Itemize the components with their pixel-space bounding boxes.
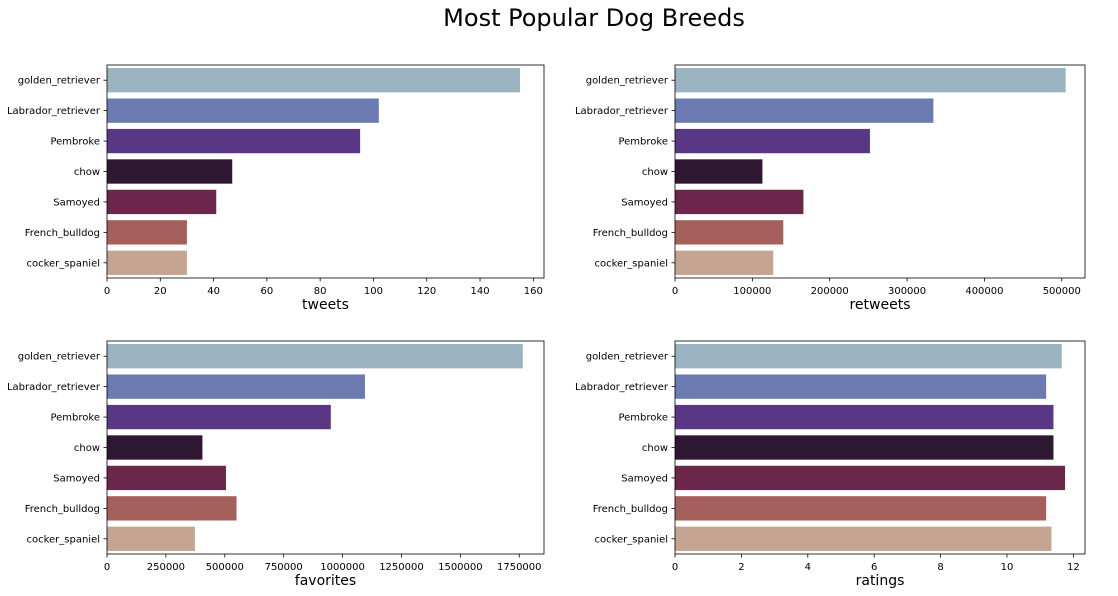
chart-1-bar-cocker-spaniel bbox=[107, 250, 187, 275]
chart-3-ytick-label-samoyed: Samoyed bbox=[53, 473, 100, 484]
chart-2-xlabel: retweets bbox=[849, 297, 910, 313]
tweets-chart: golden_retriever Labrador_retriever Pembro… bbox=[7, 64, 545, 313]
chart-1-bar-pembroke bbox=[107, 128, 361, 154]
chart-3-xtick-label: 1250000 bbox=[379, 562, 424, 573]
chart-2-xtick-label: 200000 bbox=[811, 286, 849, 297]
chart-4-xtick-label: 10 bbox=[1001, 562, 1014, 573]
chart-3-ytick-label-chow: chow bbox=[74, 443, 100, 454]
chart-1-bar-golden-retriever bbox=[107, 68, 521, 93]
chart-3-bar-french-bulldog bbox=[107, 496, 237, 521]
chart-4-ytick-label-samoyed: Samoyed bbox=[621, 473, 668, 484]
chart-1-xtick-label: 0 bbox=[104, 286, 110, 297]
chart-1-bar-chow bbox=[107, 159, 233, 184]
chart-2-xtick-label: 100000 bbox=[733, 286, 771, 297]
chart-3-xtick-label: 1750000 bbox=[497, 562, 542, 573]
chart-1-ytick-label-french-bulldog: French_bulldog bbox=[25, 228, 100, 239]
chart-1-bar-french-bulldog bbox=[107, 220, 187, 245]
chart-3-ytick-label-golden-retriever: golden_retriever bbox=[18, 352, 101, 363]
chart-2-bar-chow bbox=[675, 159, 763, 184]
chart-1-xtick-label: 100 bbox=[364, 286, 383, 297]
chart-2-bar-samoyed bbox=[675, 189, 804, 215]
chart-2-bar-labrador-retriever bbox=[675, 98, 934, 123]
chart-4-xtick-label: 12 bbox=[1067, 562, 1080, 573]
chart-3-bar-samoyed bbox=[107, 465, 226, 491]
chart-2-ytick-label-chow: chow bbox=[642, 167, 668, 178]
chart-4-xtick-label: 8 bbox=[937, 562, 943, 573]
chart-3-xtick-label: 0 bbox=[104, 562, 110, 573]
chart-4-xtick-label: 4 bbox=[805, 562, 811, 573]
chart-4-bar-labrador-retriever bbox=[675, 374, 1047, 399]
chart-2-bar-golden-retriever bbox=[675, 68, 1066, 93]
chart-3-bar-pembroke bbox=[107, 404, 331, 430]
chart-1-xtick-label: 60 bbox=[261, 286, 274, 297]
chart-1-xtick-label: 80 bbox=[314, 286, 327, 297]
chart-3-xlabel: favorites bbox=[295, 573, 356, 589]
chart-2-xtick-label: 400000 bbox=[965, 286, 1003, 297]
favorites-chart: golden_retriever Labrador_retriever Pembro… bbox=[7, 340, 545, 589]
chart-4-ytick-label-pembroke: Pembroke bbox=[618, 413, 668, 424]
chart-2-xtick-label: 500000 bbox=[1043, 286, 1081, 297]
chart-3-xtick-label: 250000 bbox=[147, 562, 185, 573]
chart-4-ytick-label-french-bulldog: French_bulldog bbox=[593, 504, 668, 515]
chart-4-xtick-label: 2 bbox=[738, 562, 744, 573]
chart-3-xtick-label: 500000 bbox=[206, 562, 244, 573]
chart-3-ytick-label-pembroke: Pembroke bbox=[50, 413, 100, 424]
chart-1-xtick-label: 160 bbox=[524, 286, 543, 297]
chart-2-ytick-label-labrador-retriever: Labrador_retriever bbox=[575, 106, 669, 117]
chart-4-xlabel: ratings bbox=[856, 573, 905, 589]
chart-1-xtick-label: 20 bbox=[154, 286, 167, 297]
ratings-chart: golden_retriever Labrador_retriever Pembro… bbox=[575, 340, 1086, 589]
chart-4-xtick-label: 6 bbox=[871, 562, 877, 573]
chart-2-xtick-label: 300000 bbox=[888, 286, 926, 297]
retweets-chart: golden_retriever Labrador_retriever Pembro… bbox=[575, 64, 1086, 313]
chart-1-xtick-label: 40 bbox=[207, 286, 220, 297]
chart-2-ytick-label-pembroke: Pembroke bbox=[618, 137, 668, 148]
chart-4-ytick-label-labrador-retriever: Labrador_retriever bbox=[575, 382, 669, 393]
chart-3-ytick-label-labrador-retriever: Labrador_retriever bbox=[7, 382, 101, 393]
chart-4-ytick-label-cocker-spaniel: cocker_spaniel bbox=[594, 534, 668, 545]
chart-1-xtick-label: 120 bbox=[417, 286, 436, 297]
chart-3-ytick-label-cocker-spaniel: cocker_spaniel bbox=[26, 534, 100, 545]
chart-3-bar-labrador-retriever bbox=[107, 374, 365, 399]
chart-2-bar-cocker-spaniel bbox=[675, 250, 774, 275]
chart-1-bar-samoyed bbox=[107, 189, 217, 215]
chart-1-ytick-label-golden-retriever: golden_retriever bbox=[18, 76, 101, 87]
chart-2-xtick-label: 0 bbox=[672, 286, 678, 297]
chart-2-bar-french-bulldog bbox=[675, 220, 784, 245]
chart-3-xtick-label: 750000 bbox=[265, 562, 303, 573]
chart-1-bar-labrador-retriever bbox=[107, 98, 379, 123]
chart-1-ytick-label-cocker-spaniel: cocker_spaniel bbox=[26, 258, 100, 269]
chart-2-bar-pembroke bbox=[675, 128, 870, 154]
chart-4-bar-pembroke bbox=[675, 404, 1054, 430]
chart-2-ytick-label-cocker-spaniel: cocker_spaniel bbox=[594, 258, 668, 269]
chart-1-xlabel: tweets bbox=[302, 297, 349, 313]
chart-4-bar-cocker-spaniel bbox=[675, 526, 1052, 551]
figure-title: Most Popular Dog Breeds bbox=[443, 4, 745, 32]
chart-2-ytick-label-samoyed: Samoyed bbox=[621, 197, 668, 208]
chart-4-bar-samoyed bbox=[675, 465, 1066, 491]
chart-2-ytick-label-french-bulldog: French_bulldog bbox=[593, 228, 668, 239]
chart-1-ytick-label-labrador-retriever: Labrador_retriever bbox=[7, 106, 101, 117]
chart-4-xtick-label: 0 bbox=[672, 562, 678, 573]
chart-3-bar-chow bbox=[107, 435, 203, 460]
chart-3-bar-cocker-spaniel bbox=[107, 526, 195, 551]
chart-4-ytick-label-chow: chow bbox=[642, 443, 668, 454]
chart-1-ytick-label-samoyed: Samoyed bbox=[53, 197, 100, 208]
chart-4-bar-french-bulldog bbox=[675, 496, 1047, 521]
chart-3-ytick-label-french-bulldog: French_bulldog bbox=[25, 504, 100, 515]
chart-1-xtick-label: 140 bbox=[471, 286, 490, 297]
chart-4-bar-golden-retriever bbox=[675, 344, 1062, 369]
chart-1-ytick-label-chow: chow bbox=[74, 167, 100, 178]
chart-3-xtick-label: 1500000 bbox=[438, 562, 483, 573]
chart-4-bar-chow bbox=[675, 435, 1054, 460]
chart-3-xtick-label: 1000000 bbox=[320, 562, 365, 573]
chart-2-ytick-label-golden-retriever: golden_retriever bbox=[586, 76, 669, 87]
chart-1-ytick-label-pembroke: Pembroke bbox=[50, 137, 100, 148]
chart-3-bar-golden-retriever bbox=[107, 344, 523, 369]
chart-4-ytick-label-golden-retriever: golden_retriever bbox=[586, 352, 669, 363]
